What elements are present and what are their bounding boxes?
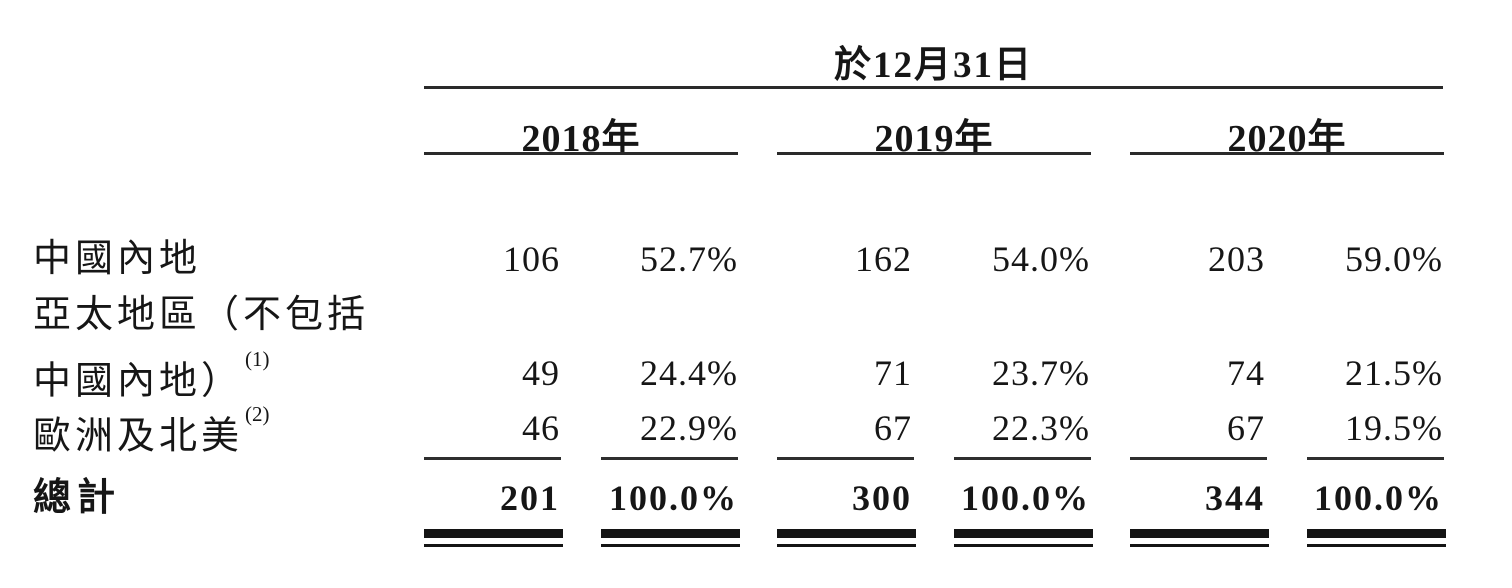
date-column-header: 於12月31日	[834, 45, 1033, 86]
cell-2018-percent: 24.4%	[640, 353, 738, 393]
table-row-asia-pacific-line1: 亞太地區（不包括	[33, 294, 1443, 336]
row-label: 中國內地	[33, 238, 202, 280]
subtotal-rule-2018-percent	[601, 457, 738, 460]
cell-2020-count: 203	[1208, 239, 1265, 279]
year-underline-2020	[1130, 152, 1444, 155]
total-2019-percent: 100.0%	[961, 478, 1090, 518]
cell-2019-percent: 54.0%	[992, 239, 1090, 279]
row-label: 中國內地）(1)	[33, 347, 425, 403]
cell-2020-count: 67	[1227, 408, 1265, 448]
table-row-mainland-china: 中國內地 106 52.7% 162 54.0% 203 59.0%	[33, 238, 1443, 280]
row-label-text: 中國內地）	[33, 360, 244, 403]
table-row-asia-pacific-line2: 中國內地）(1) 49 24.4% 71 23.7% 74 21.5%	[33, 347, 1443, 403]
total-double-rule-2018-count	[424, 529, 563, 547]
year-underline-2018	[424, 152, 738, 155]
table-row-europe-north-america: 歐洲及北美(2) 46 22.9% 67 22.3% 67 19.5%	[33, 402, 1443, 458]
total-2019-count: 300	[852, 478, 912, 518]
cell-2020-percent: 21.5%	[1345, 353, 1443, 393]
cell-2019-percent: 22.3%	[992, 408, 1090, 448]
cell-2018-percent: 22.9%	[640, 408, 738, 448]
header-top-rule	[424, 86, 1443, 89]
total-2020-count: 344	[1205, 478, 1265, 518]
cell-2019-count: 71	[874, 353, 912, 393]
subtotal-rule-2018-count	[424, 457, 561, 460]
subtotal-rule-2020-count	[1130, 457, 1267, 460]
cell-2019-count: 162	[855, 239, 912, 279]
total-double-rule-2020-count	[1130, 529, 1269, 547]
cell-2019-percent: 23.7%	[992, 353, 1090, 393]
cell-2020-count: 74	[1227, 353, 1265, 393]
subtotal-rule-2019-count	[777, 457, 914, 460]
footnote-marker-2: (2)	[245, 402, 270, 426]
total-double-rule-2018-percent	[601, 529, 740, 547]
total-label: 總計	[33, 477, 122, 519]
row-label: 亞太地區（不包括	[33, 294, 370, 336]
cell-2018-count: 46	[522, 408, 560, 448]
cell-2019-count: 67	[874, 408, 912, 448]
table-row-total: 總計 201 100.0% 300 100.0% 344 100.0%	[33, 477, 1443, 519]
total-double-rule-2019-count	[777, 529, 916, 547]
cell-2018-count: 106	[503, 239, 560, 279]
cell-2018-percent: 52.7%	[640, 239, 738, 279]
cell-2020-percent: 59.0%	[1345, 239, 1443, 279]
cell-2020-percent: 19.5%	[1345, 408, 1443, 448]
row-label: 歐洲及北美(2)	[33, 402, 425, 458]
subtotal-rule-2019-percent	[954, 457, 1091, 460]
cell-2018-count: 49	[522, 353, 560, 393]
year-underline-2019	[777, 152, 1091, 155]
subtotal-rule-2020-percent	[1307, 457, 1444, 460]
total-2018-percent: 100.0%	[609, 478, 738, 518]
total-double-rule-2020-percent	[1307, 529, 1446, 547]
total-2020-percent: 100.0%	[1314, 478, 1443, 518]
total-2018-count: 201	[500, 478, 560, 518]
row-label-text: 歐洲及北美	[33, 415, 244, 458]
footnote-marker-1: (1)	[245, 347, 270, 371]
total-double-rule-2019-percent	[954, 529, 1093, 547]
